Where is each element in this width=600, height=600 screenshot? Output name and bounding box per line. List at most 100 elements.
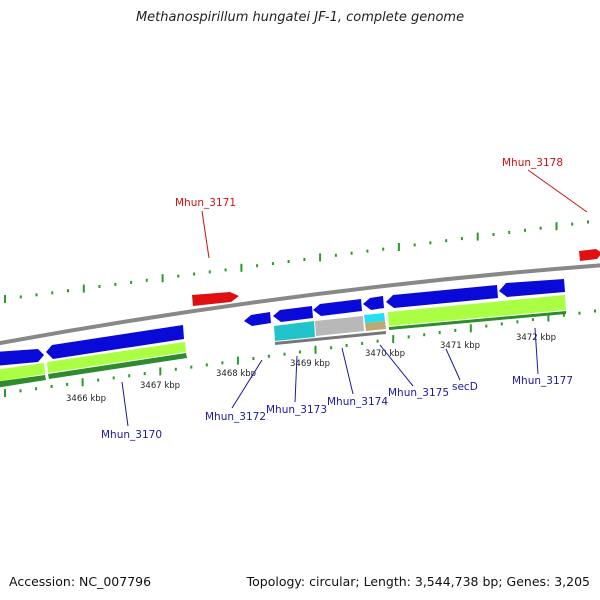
minor-tick: [350, 251, 353, 255]
leader-mhun-3175: [379, 344, 414, 387]
minor-tick: [429, 241, 432, 245]
gene-left-block[interactable]: [0, 349, 44, 366]
inner-tick-ring: [4, 309, 596, 397]
rna-band-mid: [275, 331, 386, 345]
minor-tick: [208, 270, 211, 274]
genome-backbone: [0, 263, 600, 346]
gene-mhun-3175[interactable]: [363, 296, 384, 310]
minor-tick: [524, 228, 526, 232]
leader-mhun-3177: [534, 327, 539, 375]
rna-band-left: [0, 375, 46, 388]
scale-label: 3467 kbp: [140, 381, 180, 391]
minor-tick: [51, 291, 54, 295]
minor-tick: [539, 226, 542, 230]
minor-tick: [500, 322, 503, 326]
major-tick: [4, 295, 6, 303]
minor-tick: [224, 268, 227, 272]
major-tick: [469, 324, 472, 333]
leader-mhun-3173: [294, 355, 298, 403]
minor-tick: [407, 335, 410, 339]
minor-tick: [19, 295, 22, 299]
leader-mhun-3172: [231, 359, 263, 409]
major-tick: [392, 335, 395, 344]
minor-tick: [334, 253, 337, 257]
minor-tick: [35, 387, 38, 391]
minor-tick: [594, 309, 596, 313]
genome-summary: Topology: circular; Length: 3,544,738 bp…: [246, 574, 590, 589]
scale-label: 3469 kbp: [290, 359, 330, 369]
gene-mhun-3174[interactable]: [313, 299, 362, 316]
minor-tick: [221, 361, 224, 365]
minor-tick: [66, 382, 69, 386]
gene-label-mhun-3174[interactable]: Mhun_3174: [327, 396, 388, 408]
minor-tick: [578, 311, 581, 315]
minor-tick: [35, 293, 38, 297]
major-tick: [319, 253, 322, 262]
cds-band-mhun-3174: [315, 316, 364, 336]
minor-tick: [271, 262, 274, 266]
minor-tick: [382, 247, 385, 251]
minor-tick: [267, 354, 270, 358]
gene-label-mhun-3178[interactable]: Mhun_3178: [502, 157, 563, 169]
cds-band-mhun-3173: [274, 321, 315, 341]
leader-mhun-3178: [527, 169, 588, 213]
minor-tick: [587, 220, 589, 224]
scale-label: 3468 kbp: [216, 369, 256, 379]
minor-tick: [516, 320, 519, 324]
gene-label-mhun-3170[interactable]: Mhun_3170: [101, 429, 162, 441]
gene-mhun-3178[interactable]: [579, 249, 600, 261]
gene-label-mhun-3172[interactable]: Mhun_3172: [205, 411, 266, 423]
minor-tick: [531, 318, 534, 322]
gene-mhun-3172[interactable]: [244, 312, 271, 326]
scale-label: 3470 kbp: [365, 349, 405, 359]
minor-tick: [454, 328, 457, 332]
minor-tick: [287, 260, 290, 263]
major-tick: [547, 313, 550, 322]
gene-mhun-3173[interactable]: [273, 306, 313, 322]
minor-tick: [508, 230, 511, 234]
minor-tick: [252, 357, 255, 360]
minor-tick: [366, 249, 369, 253]
cds-band-mhun-3175-top: [364, 313, 385, 323]
minor-tick: [50, 385, 53, 388]
gene-secd[interactable]: [386, 285, 498, 308]
gene-label-mhun-3171[interactable]: Mhun_3171: [175, 197, 236, 209]
minor-tick: [19, 389, 22, 393]
minor-tick: [283, 352, 286, 356]
major-tick: [4, 389, 6, 397]
minor-tick: [299, 350, 301, 354]
scale-label: 3471 kbp: [440, 341, 480, 351]
minor-tick: [345, 344, 348, 347]
minor-tick: [438, 331, 441, 335]
major-tick: [314, 345, 317, 354]
minor-tick: [485, 324, 488, 328]
gene-label-mhun-3177[interactable]: Mhun_3177: [512, 375, 573, 387]
leader-mhun-3170: [121, 381, 129, 427]
rna-band-secd: [389, 311, 566, 330]
gene-label-mhun-3173[interactable]: Mhun_3173: [266, 404, 327, 416]
major-tick: [240, 263, 243, 272]
cds-band-mhun-3170: [47, 342, 186, 373]
minor-tick: [571, 222, 574, 226]
minor-tick: [445, 239, 448, 243]
minor-tick: [256, 264, 259, 268]
gene-mhun-3170[interactable]: [46, 325, 184, 359]
leader-secd: [445, 348, 461, 381]
gene-label-secd[interactable]: secD: [452, 381, 478, 393]
gene-mhun-3177[interactable]: [499, 279, 565, 297]
gene-mhun-3171[interactable]: [192, 292, 239, 306]
gene-label-mhun-3175[interactable]: Mhun_3175: [388, 387, 449, 399]
major-tick: [81, 378, 84, 387]
cds-band-mhun-3175-bottom: [365, 321, 386, 331]
cds-band-left: [0, 363, 45, 382]
minor-tick: [562, 313, 565, 317]
minor-tick: [423, 333, 426, 337]
minor-tick: [303, 258, 306, 261]
minor-tick: [98, 285, 101, 288]
minor-tick: [174, 367, 177, 371]
minor-tick: [112, 376, 115, 380]
scale-label: 3466 kbp: [66, 394, 106, 404]
outer-tick-ring: [4, 220, 589, 303]
minor-tick: [114, 282, 117, 286]
